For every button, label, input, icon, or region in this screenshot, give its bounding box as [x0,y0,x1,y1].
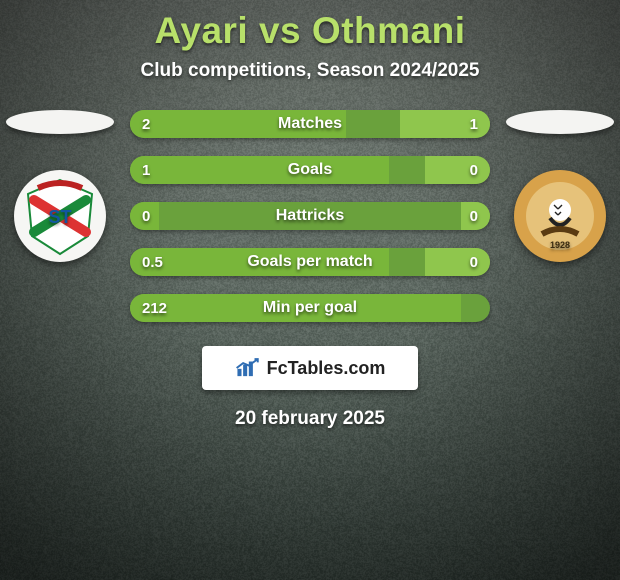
player-right-avatar [506,110,614,134]
fctables-logo-text: FcTables.com [267,358,386,379]
stat-row: 212Min per goal [130,294,490,322]
comparison-arena: ST 1928 21Matches10Goals00Hattricks0. [0,110,620,322]
club-badge-left: ST [14,170,106,262]
left-player-column: ST [0,110,120,262]
comparison-date: 20 february 2025 [235,408,385,430]
svg-text:ST: ST [48,207,71,227]
stat-label: Hattricks [130,207,490,225]
player-left-avatar [6,110,114,134]
stat-label: Matches [130,115,490,133]
stat-label: Goals per match [130,253,490,271]
club-badge-right-art: 1928 [514,170,606,262]
right-player-column: 1928 [500,110,620,262]
chart-icon [235,357,261,379]
stat-label: Min per goal [130,299,490,317]
stat-row: 10Goals [130,156,490,184]
stat-label: Goals [130,161,490,179]
stat-row: 0.50Goals per match [130,248,490,276]
content-root: Ayari vs Othmani Club competitions, Seas… [0,0,620,580]
svg-text:1928: 1928 [550,240,570,250]
stats-bars: 21Matches 10Goals 00Hattricks 0.50Goals per… [130,110,490,322]
club-badge-left-art: ST [14,170,106,262]
subtitle: Club competitions, Season 2024/2025 [141,60,480,82]
club-badge-right: 1928 [514,170,606,262]
stat-row: 00Hattricks [130,202,490,230]
page-title: Ayari vs Othmani [155,10,466,52]
stat-row: 21Matches [130,110,490,138]
fctables-logo[interactable]: FcTables.com [202,346,418,390]
